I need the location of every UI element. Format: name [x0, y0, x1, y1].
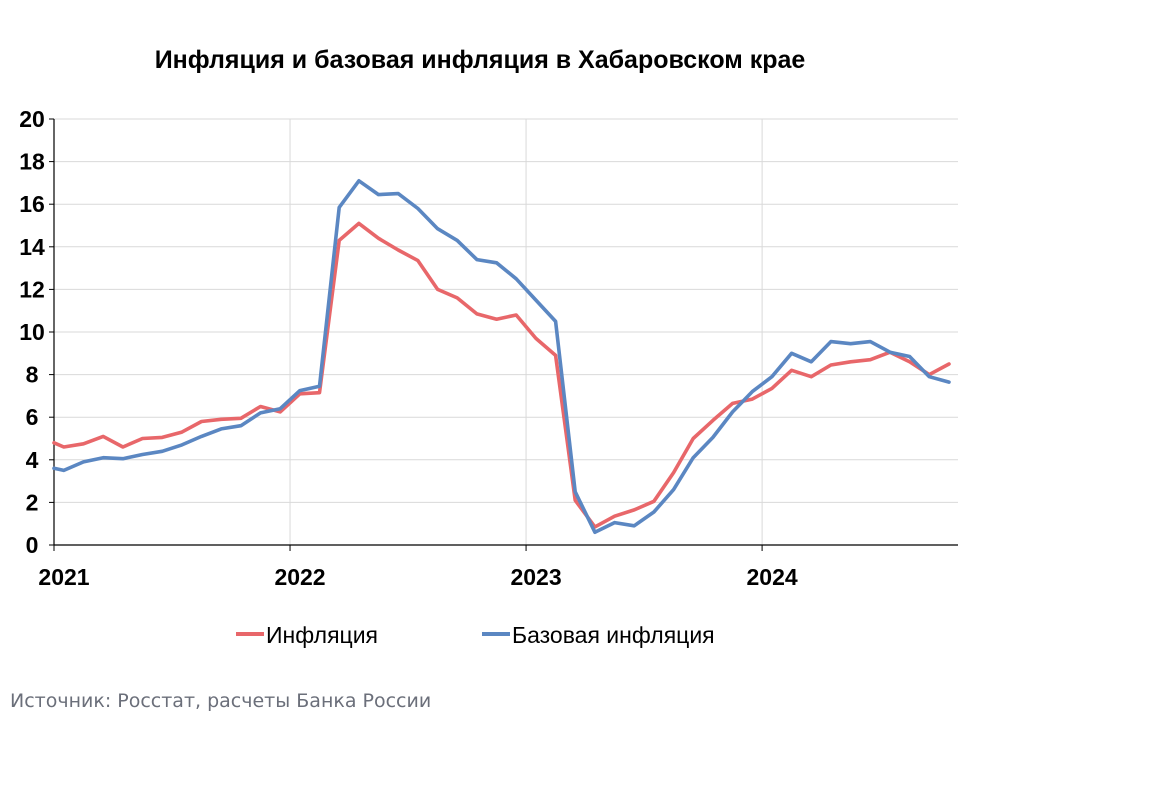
x-tick-label: 2021: [38, 564, 89, 590]
y-tick-label: 2: [26, 489, 39, 515]
y-tick-label: 12: [19, 276, 45, 302]
legend-label: Базовая инфляция: [512, 622, 715, 648]
y-axis-tick-labels: 0 2 4 6 8 10 12 14 16 18 20: [19, 106, 45, 558]
legend: Инфляция Базовая инфляция: [236, 622, 715, 648]
y-tick-label: 10: [19, 319, 45, 345]
y-tick-label: 6: [26, 404, 39, 430]
axes: [49, 118, 958, 551]
x-tick-label: 2022: [274, 564, 325, 590]
series-line: [52, 179, 951, 534]
series-group: [52, 179, 951, 534]
y-tick-label: 16: [19, 191, 45, 217]
y-tick-label: 4: [26, 447, 39, 473]
x-tick-label: 2023: [510, 564, 561, 590]
y-tick-label: 14: [19, 234, 45, 260]
legend-label: Инфляция: [266, 622, 378, 648]
gridlines: [54, 118, 958, 545]
y-tick-label: 0: [26, 532, 39, 558]
chart-title: Инфляция и базовая инфляция в Хабаровско…: [155, 46, 806, 74]
y-tick-label: 8: [26, 362, 39, 388]
y-tick-label: 18: [19, 149, 45, 175]
source-note: Источник: Росстат, расчеты Банка России: [10, 690, 432, 712]
x-axis-tick-labels: 2021 2022 2023 2024: [38, 564, 797, 590]
y-tick-label: 20: [19, 106, 45, 132]
x-tick-label: 2024: [747, 564, 798, 590]
series-lines: [52, 179, 951, 534]
line-chart: Инфляция и базовая инфляция в Хабаровско…: [19, 46, 958, 648]
